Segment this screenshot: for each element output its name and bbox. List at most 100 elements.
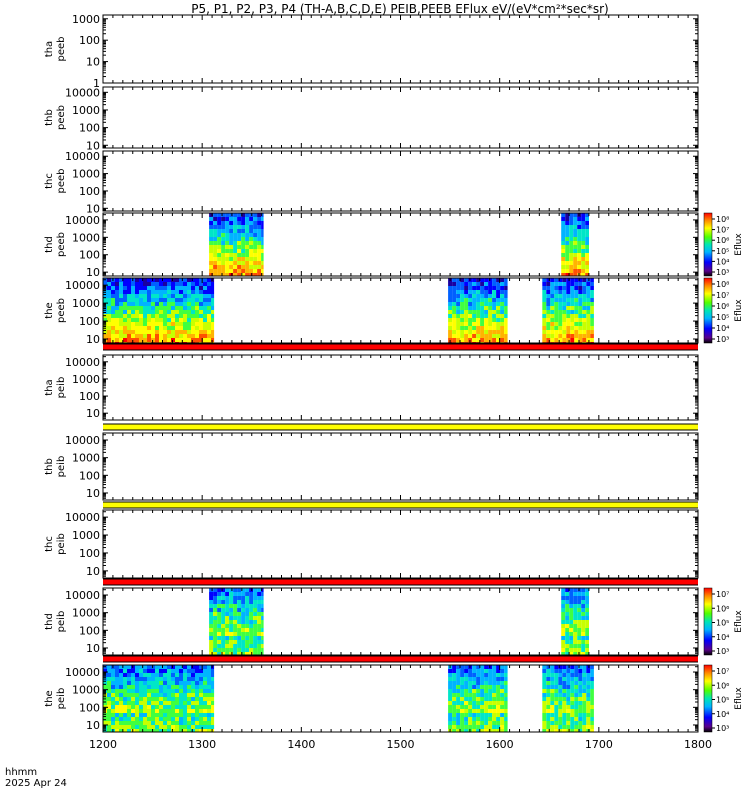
spectrogram-cell: [199, 729, 203, 732]
spectrogram-cell: [558, 669, 563, 673]
spectrogram-cell: [195, 302, 199, 306]
spectrogram-cell: [207, 322, 211, 326]
spectrogram-cell: [187, 310, 191, 314]
spectrogram-cell: [221, 596, 226, 600]
spectrogram-cell: [480, 729, 485, 732]
spectrogram-cell: [561, 612, 566, 616]
spectrogram-cell: [500, 330, 505, 334]
spectrogram-cell: [241, 640, 246, 644]
spectrogram-cell: [569, 612, 574, 616]
spectrogram-cell: [578, 665, 583, 669]
spectrogram-cell: [241, 616, 246, 620]
spectrogram-cell: [135, 665, 139, 669]
spectrogram-cell: [179, 278, 183, 282]
spectrogram-cell: [131, 326, 135, 330]
spectrogram-cell: [167, 290, 171, 294]
spectrogram-cell: [115, 334, 119, 338]
spectrogram-cell: [456, 717, 461, 721]
spectrogram-cell: [574, 681, 579, 685]
spectrogram-cell: [131, 705, 135, 709]
spectrogram-cell: [590, 334, 594, 338]
spectrogram-cell: [139, 697, 143, 701]
spectrogram-cell: [171, 709, 175, 713]
spectrogram-cell: [171, 306, 175, 310]
spectrogram-cell: [550, 290, 555, 294]
spectrogram-cell: [221, 588, 226, 592]
spectrogram-cell: [229, 652, 234, 655]
spectrogram-cell: [191, 665, 195, 669]
spectrogram-cell: [472, 717, 477, 721]
spectrogram-cell: [452, 697, 457, 701]
spectrogram-cell: [464, 306, 469, 310]
spectrogram-cell: [245, 644, 250, 648]
spectrogram-cell: [582, 693, 587, 697]
spectrogram-cell: [577, 237, 582, 241]
spectrogram-cell: [546, 302, 551, 306]
spectrogram-cell: [496, 729, 501, 732]
spectrogram-cell: [217, 265, 222, 269]
spectrogram-cell: [241, 624, 246, 628]
spectrogram-cell: [123, 338, 127, 342]
spectrogram-cell: [221, 632, 226, 636]
spectrogram-cell: [183, 302, 187, 306]
spectrogram-cell: [127, 681, 131, 685]
spectrogram-cell: [237, 652, 242, 655]
spectrogram-cell: [261, 628, 264, 632]
spectrogram-cell: [578, 709, 583, 713]
spectrogram-cell: [573, 604, 578, 608]
spectrogram-cell: [183, 693, 187, 697]
spectrogram-cell: [245, 608, 250, 612]
spectrogram-cell: [213, 652, 218, 655]
spectrogram-cell: [103, 669, 107, 673]
spectrogram-cell: [253, 592, 258, 596]
spectrogram-cell: [448, 713, 453, 717]
spectrogram-cell: [183, 729, 187, 732]
spectrogram-cell: [143, 709, 147, 713]
spectrogram-cell: [546, 669, 551, 673]
spectrogram-cell: [578, 294, 583, 298]
spectrogram-cell: [237, 612, 242, 616]
spectrogram-cell: [115, 282, 119, 286]
spectrogram-cell: [217, 253, 222, 257]
spectrogram-cell: [550, 338, 555, 342]
spectrogram-cell: [554, 673, 559, 677]
spectrogram-cell: [155, 705, 159, 709]
spectrogram-cell: [107, 302, 111, 306]
spectrogram-cell: [233, 225, 238, 229]
spectrogram-cell: [561, 588, 566, 592]
spectrogram-cell: [175, 322, 179, 326]
spectrogram-cell: [203, 677, 207, 681]
spectrogram-cell: [456, 701, 461, 705]
spectrogram-cell: [577, 612, 582, 616]
spectrogram-cell: [542, 681, 547, 685]
spectrogram-cell: [103, 717, 107, 721]
spectrogram-cell: [253, 620, 258, 624]
spectrogram-cell: [119, 721, 123, 725]
spectrogram-cell: [225, 588, 230, 592]
spectrogram-cell: [171, 673, 175, 677]
spectrogram-cell: [119, 310, 123, 314]
spectrogram-cell: [565, 237, 570, 241]
spectrogram-cell: [225, 261, 230, 265]
spectrogram-cell: [590, 310, 594, 314]
spectrogram-cell: [554, 330, 559, 334]
spectrogram-cell: [241, 592, 246, 596]
spectrogram-cell: [151, 681, 155, 685]
spectrogram-cell: [480, 665, 485, 669]
spectrogram-cell: [217, 237, 222, 241]
spectrogram-cell: [203, 721, 207, 725]
spectrogram-cell: [175, 713, 179, 717]
spectrogram-cell: [448, 701, 453, 705]
spectrogram-cell: [241, 265, 246, 269]
spectrogram-cell: [245, 269, 250, 273]
spectrogram-cell: [460, 673, 465, 677]
spectrogram-cell: [480, 318, 485, 322]
spectrogram-cell: [245, 592, 250, 596]
spectrogram-cell: [484, 729, 489, 732]
spectrogram-cell: [561, 648, 566, 652]
spectrogram-cell: [209, 640, 214, 644]
colorbar-tick-label: 10⁶: [716, 681, 729, 690]
x-tick-label: 1200: [89, 738, 117, 751]
spectrogram-cell: [448, 282, 453, 286]
spectrogram-cell: [221, 253, 226, 257]
